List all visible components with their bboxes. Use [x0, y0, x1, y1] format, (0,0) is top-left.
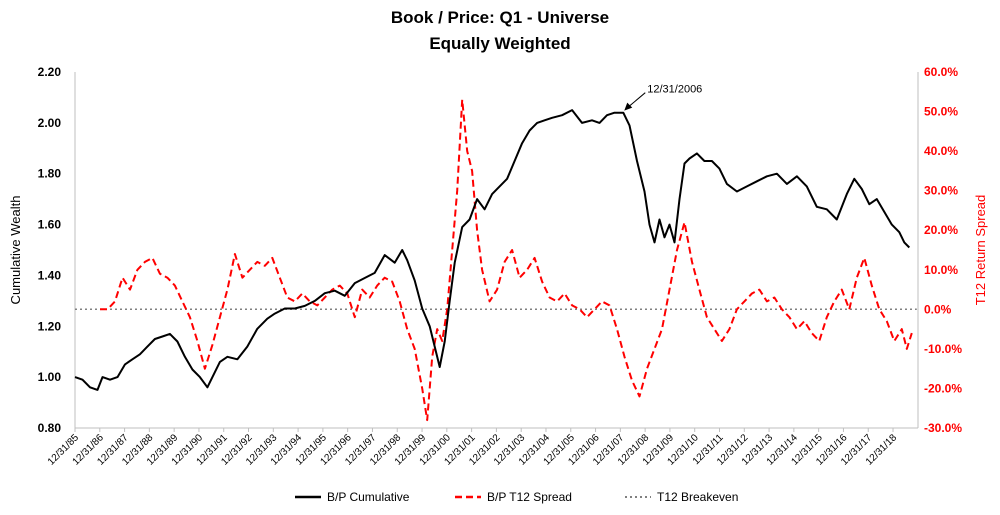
chart-subtitle: Equally Weighted: [429, 34, 571, 53]
y-tick-label: 1.20: [38, 319, 62, 333]
y2-axis-title: T12 Return Spread: [973, 195, 988, 306]
y2-tick-label: 60.0%: [924, 65, 958, 79]
y-tick-label: 1.00: [38, 370, 62, 384]
y-tick-label: 0.80: [38, 421, 62, 435]
legend-label: B/P T12 Spread: [487, 490, 572, 504]
y-tick-label: 1.60: [38, 218, 62, 232]
y2-tick-label: 10.0%: [924, 263, 958, 277]
y2-tick-label: -10.0%: [924, 342, 962, 356]
y-tick-label: 2.00: [38, 116, 62, 130]
chart-title: Book / Price: Q1 - Universe: [390, 8, 610, 27]
series-line-b-p-t12-spread: [100, 98, 913, 422]
y2-tick-label: 0.0%: [924, 302, 952, 316]
y2-tick-label: 30.0%: [924, 184, 958, 198]
y2-tick-label: 50.0%: [924, 105, 958, 119]
legend-label: T12 Breakeven: [657, 490, 738, 504]
y-tick-label: 2.20: [38, 65, 62, 79]
y-tick-label: 1.80: [38, 167, 62, 181]
annotation-label: 12/31/2006: [647, 84, 702, 96]
y-tick-label: 1.40: [38, 268, 62, 282]
y2-tick-label: 40.0%: [924, 144, 958, 158]
y2-tick-label: -20.0%: [924, 381, 962, 395]
y2-tick-label: 20.0%: [924, 223, 958, 237]
series-line-b-p-cumulative: [74, 109, 911, 391]
annotation-arrow-head: [624, 102, 633, 111]
legend-label: B/P Cumulative: [327, 490, 410, 504]
y2-tick-label: -30.0%: [924, 421, 962, 435]
y-axis-title: Cumulative Wealth: [8, 196, 23, 305]
